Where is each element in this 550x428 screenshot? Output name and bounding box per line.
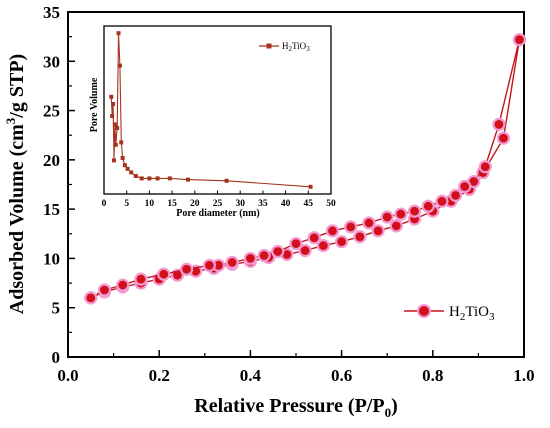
pore-size-point — [133, 174, 138, 178]
x-tick-label: 0.6 — [331, 366, 352, 385]
desorption-point — [271, 244, 285, 259]
adsorption-point — [371, 224, 385, 238]
y-tick-label: 10 — [43, 249, 60, 268]
main-series-group — [84, 32, 527, 305]
adsorption-point — [316, 239, 330, 253]
pore-size-point — [224, 178, 229, 183]
pore-size-point — [120, 156, 125, 160]
y-tick-label: 30 — [43, 52, 60, 71]
adsorption-point — [335, 235, 349, 249]
adsorption-point — [389, 219, 403, 233]
inset-x-tick-label: 35 — [258, 199, 268, 209]
inset-x-tick-label: 25 — [213, 199, 223, 209]
inset-legend-marker — [266, 43, 272, 49]
pore-size-point — [112, 122, 117, 127]
pore-size-point — [115, 126, 120, 130]
x-tick-label: 0.0 — [57, 366, 78, 385]
pore-size-point — [109, 94, 114, 99]
inset-series-group — [109, 31, 313, 189]
desorption-point — [478, 160, 492, 174]
pore-size-point — [111, 158, 116, 163]
x-tick-label: 0.2 — [149, 366, 170, 385]
pore-size-point — [308, 184, 313, 189]
inset-x-tick-label: 30 — [235, 199, 245, 209]
desorption-point — [435, 194, 449, 208]
inset-x-axis-label: Pore diameter (nm) — [176, 208, 260, 219]
desorption-point — [257, 248, 271, 263]
pore-size-point — [111, 102, 116, 106]
y-tick-label: 25 — [43, 102, 60, 121]
pore-size-point — [113, 142, 118, 147]
pore-size-point — [185, 177, 190, 182]
desorption-point — [84, 291, 98, 305]
desorption-point — [325, 224, 340, 238]
pore-size-point — [155, 176, 160, 181]
x-tick-label: 0.8 — [422, 366, 443, 385]
y-tick-label: 35 — [43, 3, 60, 22]
y-tick-label: 15 — [43, 200, 60, 219]
pore-size-point — [167, 176, 172, 181]
pore-size-point — [119, 140, 124, 145]
inset-x-tick-label: 45 — [304, 199, 314, 209]
desorption-point — [512, 32, 527, 47]
x-tick-label: 1.0 — [513, 366, 534, 385]
pore-size-point — [110, 114, 115, 118]
inset-legend-label: H2TiO3 — [282, 41, 310, 53]
pore-size-point — [147, 176, 152, 181]
inset-x-tick-label: 50 — [326, 199, 336, 209]
pore-size-point — [125, 166, 130, 171]
main-legend: H2TiO3 — [404, 304, 495, 323]
inset-axis-ticks: 0 5 10 15 20 25 30 35 40 45 50 — [102, 190, 336, 209]
adsorption-point — [353, 230, 367, 244]
desorption-point — [225, 255, 239, 269]
pore-size-point — [129, 170, 134, 175]
desorption-point — [362, 216, 376, 230]
inset-x-tick-label: 5 — [124, 199, 129, 209]
desorption-point — [394, 207, 408, 221]
desorption-point — [492, 117, 506, 131]
desorption-point — [134, 272, 148, 286]
adsorption-point — [298, 243, 312, 258]
inset-x-tick-label: 10 — [145, 199, 155, 209]
desorption-point — [116, 278, 130, 292]
pore-size-point — [117, 63, 122, 68]
desorption-point — [380, 210, 394, 224]
pore-size-point — [122, 163, 127, 168]
desorption-point — [421, 199, 435, 213]
inset-x-tick-label: 0 — [102, 199, 107, 209]
y-tick-label: 0 — [52, 348, 61, 367]
desorption-point — [179, 262, 194, 276]
pore-size-point — [139, 176, 144, 181]
x-tick-label: 0.4 — [240, 366, 262, 385]
desorption-point — [344, 220, 358, 234]
desorption-point — [289, 237, 303, 251]
desorption-point — [458, 179, 472, 194]
desorption-point — [97, 283, 112, 297]
desorption-point — [243, 251, 257, 266]
inset-x-tick-label: 15 — [167, 199, 177, 209]
y-tick-label: 5 — [52, 299, 61, 318]
desorption-point — [202, 258, 216, 272]
desorption-point — [449, 188, 463, 202]
desorption-point — [407, 204, 422, 218]
desorption-point — [307, 231, 321, 245]
inset-frame — [103, 25, 332, 195]
inset-x-tick-label: 20 — [190, 199, 200, 209]
main-axis-ticks: 0.0 0.2 0.4 0.6 0.8 1.0 0 5 10 15 20 25 30 35 — [43, 3, 535, 385]
x-axis-label: Relative Pressure (P/P0) — [194, 395, 397, 420]
pore-size-point — [116, 31, 121, 36]
main-legend-marker — [417, 304, 431, 318]
y-tick-label: 20 — [43, 151, 60, 170]
inset-y-axis-label: Pore Volume — [89, 77, 100, 132]
adsorption-point — [496, 131, 511, 145]
main-legend-label: H2TiO3 — [449, 304, 495, 323]
inset-x-tick-label: 40 — [281, 199, 291, 209]
inset-legend: H2TiO3 — [259, 41, 310, 53]
desorption-point — [157, 267, 171, 281]
y-axis-label: Adsorbed Volume (cm3/g STP) — [3, 54, 28, 314]
pore-size-line — [110, 33, 311, 188]
